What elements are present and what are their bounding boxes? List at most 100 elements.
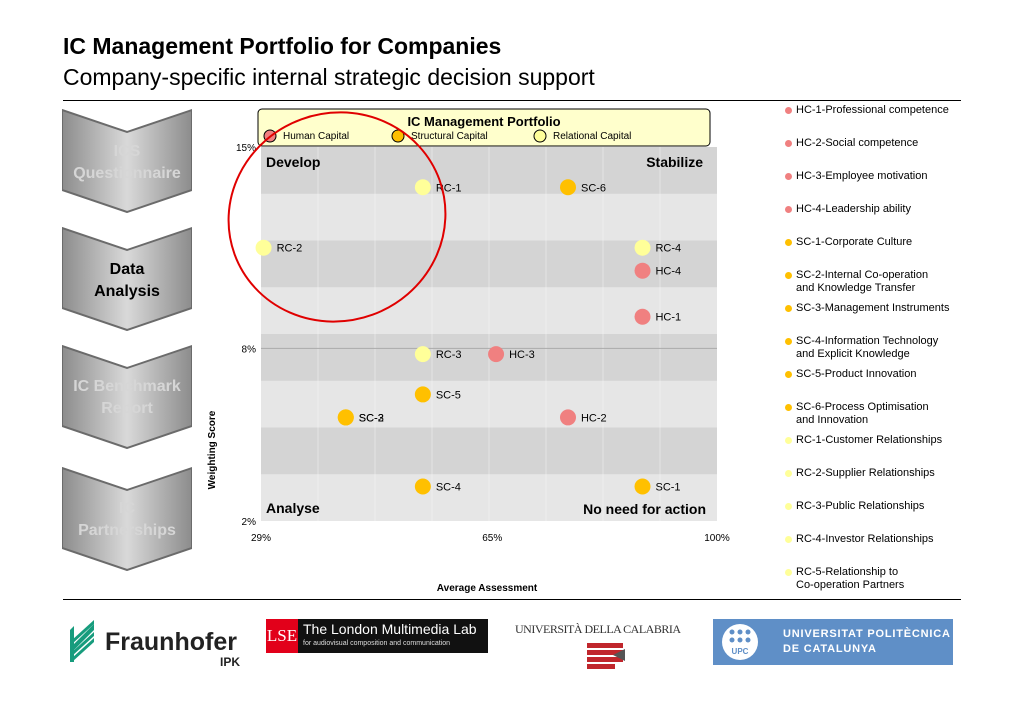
data-label-hc-1: HC-1 (655, 312, 681, 324)
fraunhofer-sub: IPK (220, 655, 240, 669)
indicator-dot (785, 569, 792, 576)
data-point-rc-3 (414, 346, 431, 363)
upc-logo: UPC UNIVERSITAT POLITÈCNICA DE CATALUNYA (713, 619, 953, 665)
y-tick-label: 8% (242, 344, 257, 355)
y-tick-label: 2% (242, 517, 257, 528)
indicator-dot (785, 173, 792, 180)
data-point-sc-4 (414, 478, 431, 495)
indicator-dot (785, 305, 792, 312)
indicator-label: SC-4-Information Technology and Explicit… (796, 335, 939, 360)
step-data-analysis[interactable]: Data Analysis (62, 226, 192, 331)
indicator-dot (785, 338, 792, 345)
data-point-hc-1 (634, 308, 651, 325)
quadrant-develop: Develop (266, 154, 320, 170)
page-title: IC Management Portfolio for Companies (63, 33, 502, 59)
x-tick-label: 100% (704, 533, 730, 544)
indicator-dot (785, 107, 792, 114)
lse-title: The London Multimedia Lab (303, 621, 477, 637)
data-point-rc-4 (634, 239, 651, 256)
indicator-label: RC-5-Relationship to Co-operation Partne… (796, 566, 905, 591)
upc-line-1: UNIVERSITAT POLITÈCNICA (783, 628, 951, 640)
footer-divider (63, 599, 961, 600)
indicator-dot (785, 470, 792, 477)
legend-marker (391, 129, 405, 143)
step-arrow-shape (62, 466, 192, 571)
data-label-rc-4: RC-4 (655, 243, 681, 255)
lse-subtitle: for audiovisual composition and communic… (303, 640, 451, 647)
indicator-dot (785, 503, 792, 510)
upc-mark: UPC (732, 647, 749, 656)
plot-background (261, 147, 717, 521)
legend-box (257, 108, 711, 147)
quadrant-stabilize: Stabilize (646, 154, 703, 170)
data-label-hc-3: HC-3 (509, 349, 535, 361)
indicator-label: SC-5-Product Innovation (796, 368, 917, 380)
x-axis-label: Average Assessment (437, 583, 538, 594)
indicator-dot (785, 437, 792, 444)
y-axis-label: Weighting Score (207, 410, 218, 489)
header-divider (63, 100, 961, 101)
step-arrow-shape (62, 108, 192, 213)
y-tick-label: 15% (236, 143, 256, 154)
legend-label: Relational Capital (553, 131, 631, 142)
grid-band (261, 427, 717, 475)
data-point-hc-2 (559, 409, 576, 426)
data-label-rc-3: RC-3 (436, 349, 462, 361)
ic-portfolio-chart: IC Management Portfolio Human Capital Str… (207, 108, 730, 594)
indicator-label: RC-3-Public Relationships (796, 500, 925, 512)
data-point-rc-1 (414, 179, 431, 196)
indicator-label: HC-2-Social competence (796, 137, 919, 149)
quadrant-no-need-for-action: No need for action (583, 501, 706, 517)
legend: Human Capital Structural Capital Relationa… (263, 129, 631, 143)
upc-emblem: UPC (722, 624, 758, 660)
grid-band (261, 147, 717, 194)
data-label-sc-5: SC-5 (436, 389, 461, 401)
legend-label: Human Capital (283, 131, 349, 142)
data-label-rc-1: RC-1 (436, 182, 462, 194)
x-tick-label: 29% (251, 533, 271, 544)
data-label-sc-2: SC-2 (359, 412, 384, 424)
step-label: IC Partnerships (78, 500, 176, 539)
axis-ticks: 15% 8% 2% 29% 65% 100% (236, 143, 730, 544)
indicator-dot (785, 404, 792, 411)
indicator-label: RC-1-Customer Relationships (796, 434, 943, 446)
upc-line-2: DE CATALUNYA (783, 643, 877, 655)
gridlines (317, 147, 661, 521)
indicator-dot (785, 140, 792, 147)
data-label-rc-2: RC-2 (277, 243, 303, 255)
indicator-dot (785, 536, 792, 543)
lse-mark: LSE (266, 619, 298, 653)
step-label: Data Analysis (94, 261, 160, 300)
indicator-label: HC-3-Employee motivation (796, 170, 928, 182)
data-label-sc-4: SC-4 (436, 481, 461, 493)
data-point-sc-1 (634, 478, 651, 495)
indicator-label: RC-4-Investor Relationships (796, 533, 934, 545)
data-point-sc-6 (559, 179, 576, 196)
page-subtitle: Company-specific internal strategic deci… (63, 64, 595, 90)
indicator-dot (785, 272, 792, 279)
step-ic-benchmark-report[interactable]: IC Benchmark Report (62, 344, 192, 449)
legend-label: Structural Capital (411, 131, 488, 142)
data-label-hc-4: HC-4 (655, 266, 681, 278)
step-label: IC Benchmark Report (73, 378, 181, 417)
step-arrow-shape (62, 344, 192, 449)
legend-marker (533, 129, 547, 143)
data-label-sc-6: SC-6 (581, 182, 606, 194)
indicator-label: SC-2-Internal Co-operation and Knowledge… (796, 269, 929, 294)
chart-title: IC Management Portfolio (407, 114, 560, 129)
data-points: HC-4 HC-1 HC-3 HC-2 SC-6 SC-5 SC-3SC-2 SC-4 SC-1… (255, 179, 681, 495)
x-tick-label: 65% (482, 533, 502, 544)
data-point-sc-2 (337, 409, 354, 426)
indicator-label: SC-1-Corporate Culture (796, 236, 913, 248)
lse-logo: LSE The London Multimedia Lab for audiov… (266, 619, 488, 653)
data-label-sc-1: SC-1 (655, 481, 680, 493)
data-label-hc-2: HC-2 (581, 412, 607, 424)
indicator-label: RC-2-Supplier Relationships (796, 467, 935, 479)
indicator-label: SC-6-Process Optimisation and Innovation (796, 401, 929, 426)
fraunhofer-logo-graphic: Fraunhofer IPK (70, 620, 240, 669)
step-ics-questionnaire[interactable]: ICS Questionnaire (62, 108, 192, 213)
indicator-label: HC-4-Leadership ability (796, 203, 911, 215)
fraunhofer-logo: Fraunhofer IPK (70, 618, 245, 670)
indicator-label: HC-1-Professional competence (796, 104, 949, 116)
step-ic-partnerships[interactable]: IC Partnerships (62, 466, 192, 571)
